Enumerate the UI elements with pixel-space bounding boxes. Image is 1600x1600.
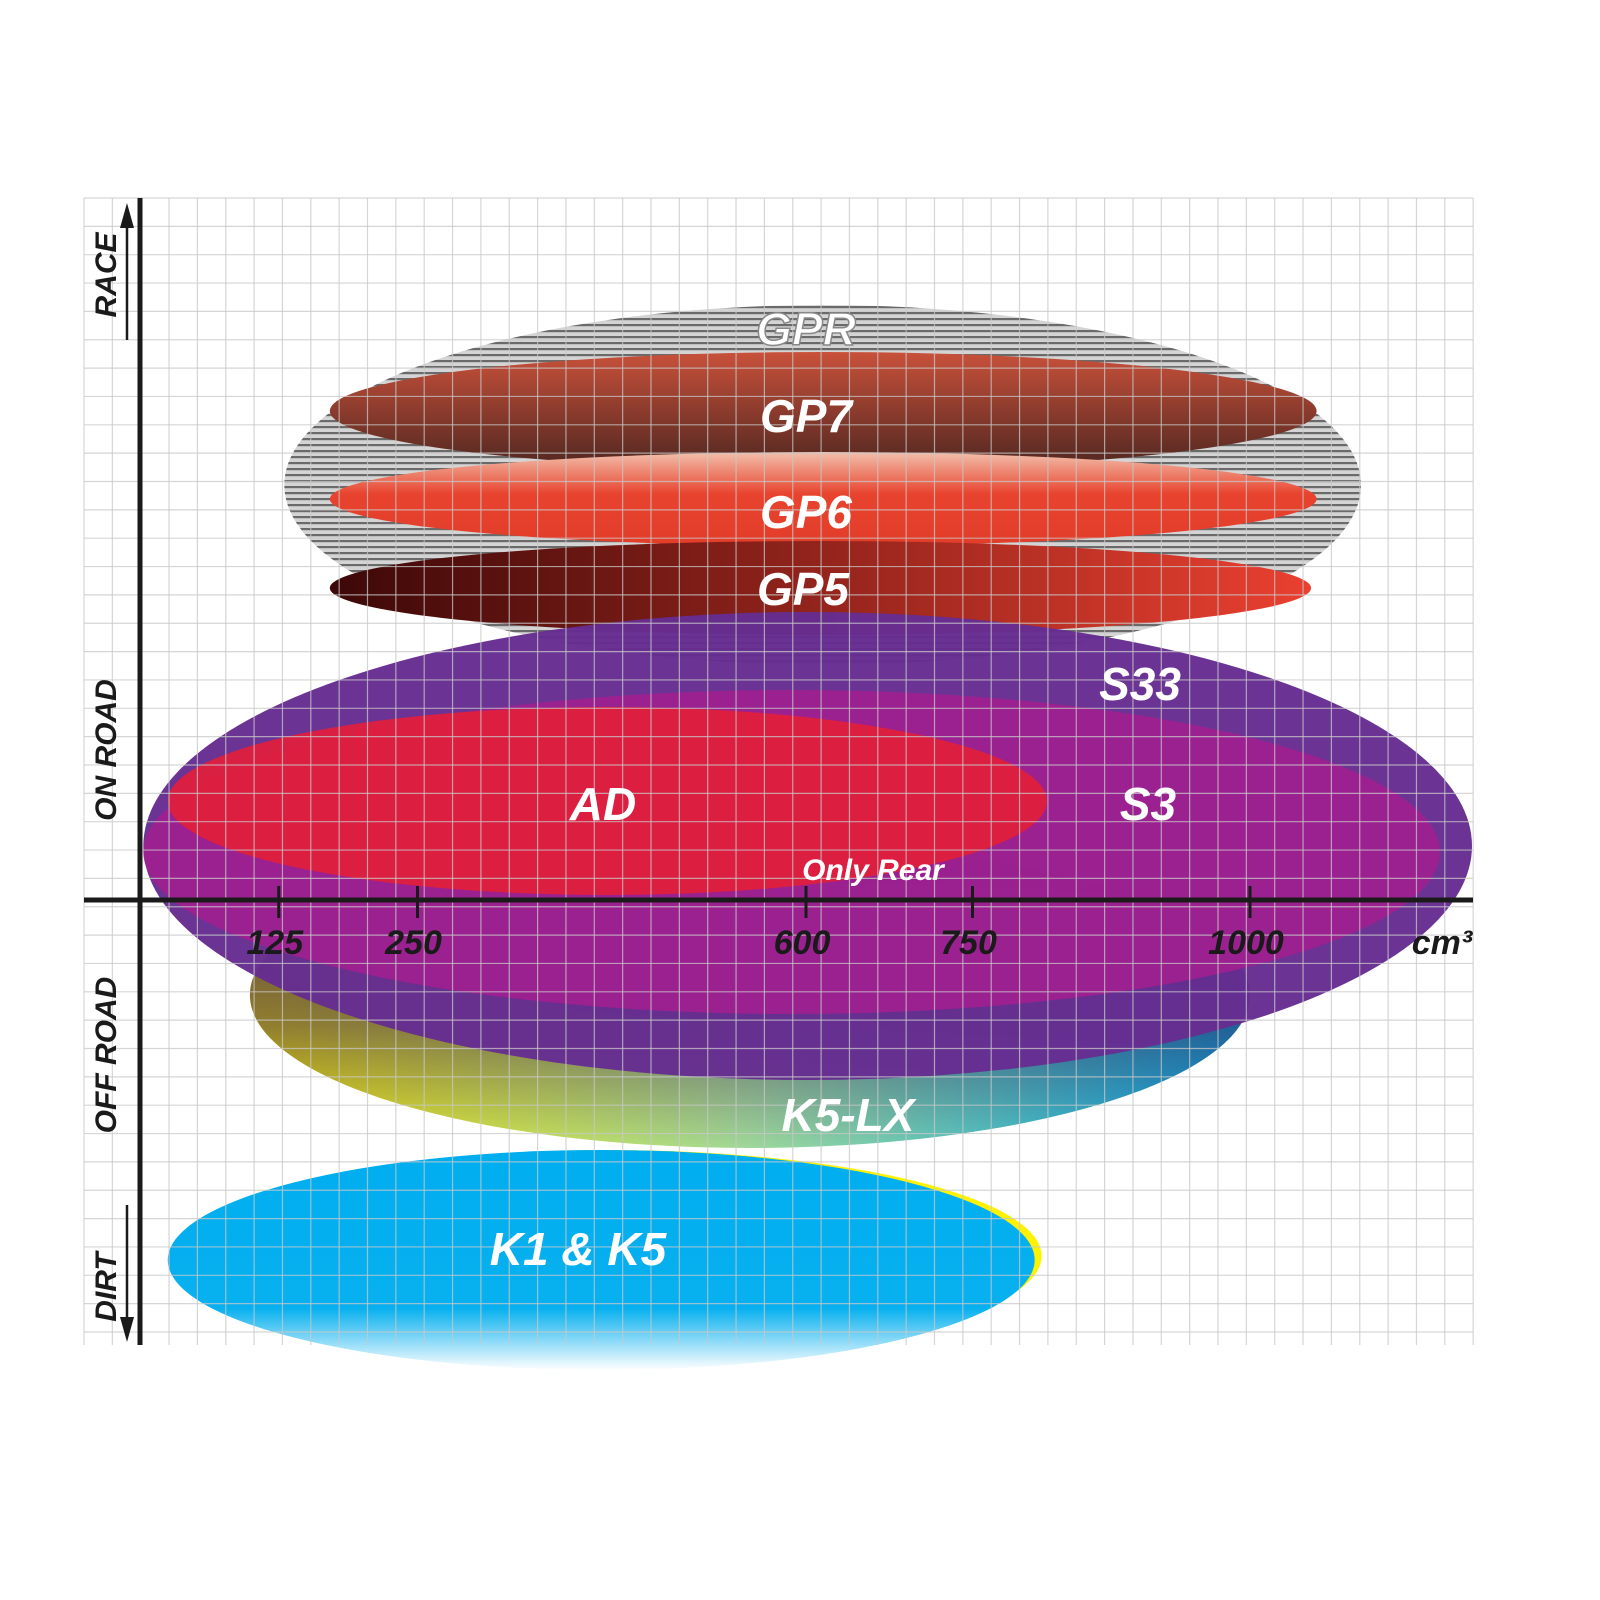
arrow-down-icon: [120, 1317, 134, 1342]
ad-label: AD: [569, 778, 636, 830]
arrow-up-icon: [120, 203, 134, 228]
y-category-on-road: ON ROAD: [90, 679, 123, 821]
y-category-race: RACE: [90, 232, 123, 318]
s3-label: S3: [1120, 778, 1177, 830]
gp6-label: GP6: [760, 486, 852, 538]
gp5-label: GP5: [757, 563, 850, 615]
x-axis-unit: cm³: [1412, 924, 1474, 962]
gp7-range-ellipse: [329, 352, 1317, 470]
x-tick-label: 125: [246, 924, 304, 962]
x-tick-label: 1000: [1208, 924, 1284, 962]
only-rear-annotation: Only Rear: [802, 854, 946, 887]
x-tick-label: 750: [940, 924, 997, 962]
y-category-dirt: DIRT: [90, 1250, 123, 1322]
y-category-off-road: OFF ROAD: [90, 977, 123, 1134]
grid: [83, 197, 1474, 1345]
gp7-label: GP7: [760, 390, 854, 442]
k1-k5-label: K1 & K5: [490, 1223, 668, 1275]
k1-k5-range-ellipse: [167, 1150, 1035, 1370]
ad-range-ellipse: [167, 707, 1047, 895]
x-tick-label: 250: [384, 924, 442, 962]
k5-lx-label: K5-LX: [782, 1089, 917, 1141]
gp5-range-ellipse: [329, 541, 1312, 635]
s33-label: S33: [1099, 658, 1181, 710]
gp6-range-ellipse: [329, 452, 1317, 546]
gpr-label: GPR: [756, 303, 856, 355]
x-tick-label: 600: [774, 924, 831, 962]
